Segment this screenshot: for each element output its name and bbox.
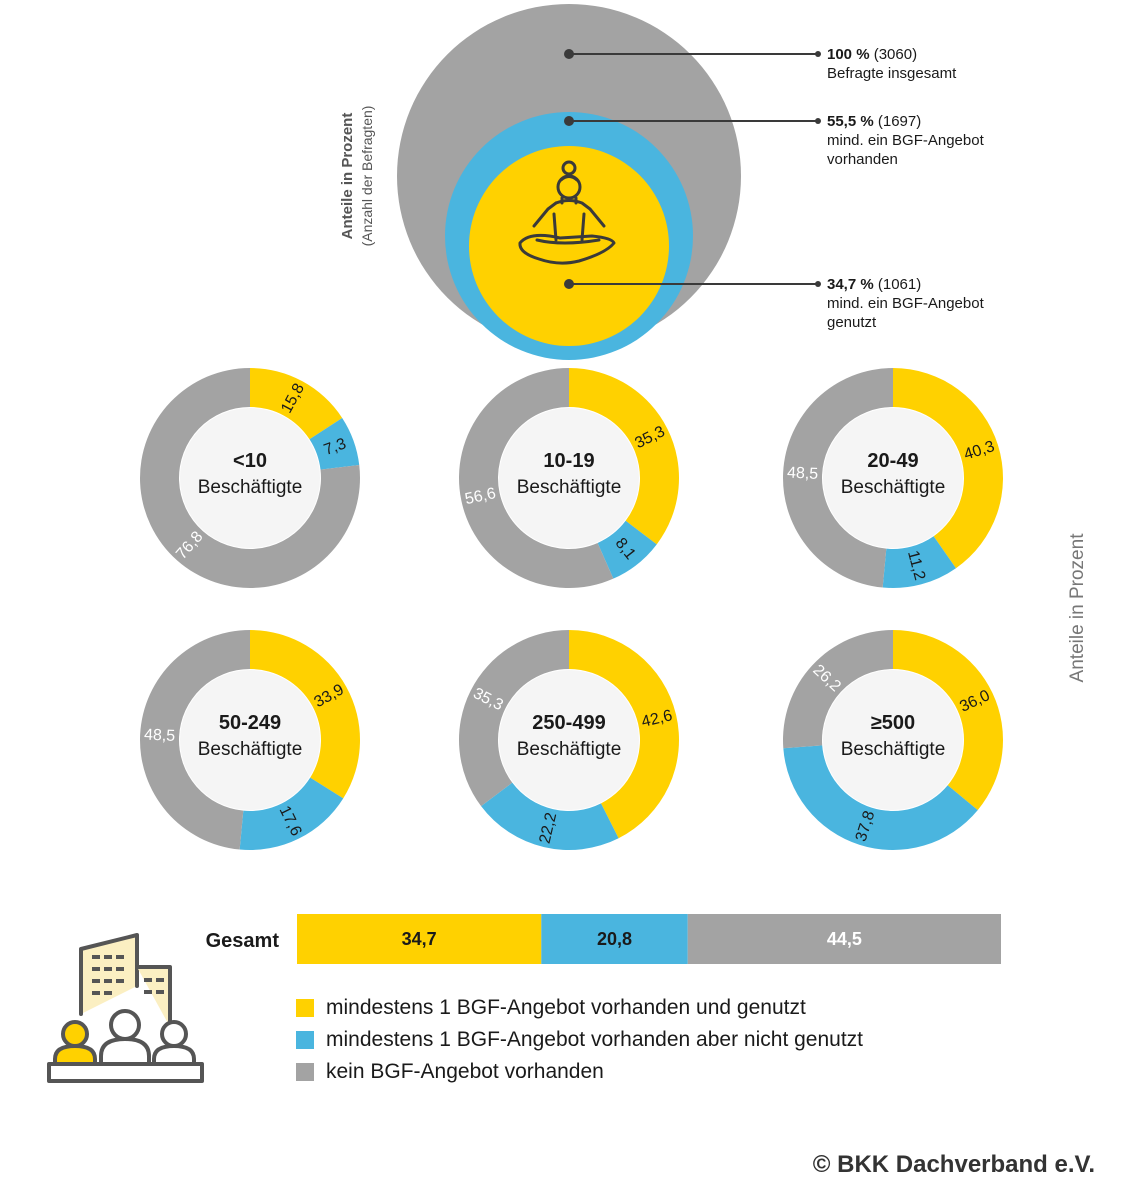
- donut-segment: [481, 782, 619, 850]
- bubble-label-total: 100 % (3060): [827, 46, 917, 63]
- total-bar-label: Gesamt: [206, 930, 280, 952]
- donut-segment: [309, 417, 360, 470]
- bubble-desc-available-1: mind. ein BGF-Angebot: [827, 132, 985, 149]
- donut-center: [823, 408, 963, 548]
- donut-segment: [139, 368, 360, 588]
- donut-segment: [597, 520, 657, 579]
- total-bar-segment: [687, 914, 1001, 964]
- donut-segment: [139, 630, 250, 850]
- legend-label: kein BGF-Angebot vorhanden: [326, 1060, 604, 1083]
- legend-swatch-yellow: [296, 999, 314, 1017]
- bubble-axis-title: Anteile in Prozent: [339, 113, 356, 240]
- donut-segment: [458, 367, 614, 588]
- donut-segment: [239, 777, 344, 850]
- meditation-person-icon: [518, 160, 616, 265]
- donut-subtitle: Beschäftigte: [841, 477, 946, 498]
- bubble-used: [469, 146, 669, 346]
- side-axis-label: Anteile in Prozent: [1067, 533, 1088, 683]
- bubble-pointers: [564, 49, 821, 289]
- legend-item-none: kein BGF-Angebot vorhanden: [296, 1056, 863, 1088]
- donut-center: [823, 670, 963, 810]
- donut-value-label: 7,3: [322, 435, 349, 459]
- legend: mindestens 1 BGF-Angebot vorhanden und g…: [296, 992, 863, 1088]
- total-bar-segment: [541, 914, 688, 964]
- donut-center: [499, 670, 639, 810]
- donut-segment: [569, 630, 679, 839]
- donut-subtitle: Beschäftigte: [517, 739, 622, 760]
- donut-subtitle: Beschäftigte: [517, 477, 622, 498]
- legend-item-used: mindestens 1 BGF-Angebot vorhanden und g…: [296, 992, 863, 1024]
- total-bar: 34,7 20,8 44,5: [297, 914, 1001, 964]
- donut-value-label: 42,6: [640, 707, 674, 731]
- bubble-desc-used-2: genutzt: [827, 314, 877, 331]
- donut-value-label: 48,5: [144, 727, 176, 745]
- total-bar-value: 34,7: [402, 929, 437, 949]
- legend-label: mindestens 1 BGF-Angebot vorhanden aber …: [326, 1028, 863, 1051]
- donut-segment: [893, 629, 1003, 811]
- donut-center: [180, 408, 320, 548]
- total-bar-value: 44,5: [827, 929, 862, 949]
- company-people-icon: [47, 933, 204, 1083]
- donut-title: 50-249: [219, 712, 281, 734]
- bubble-chart: 100 % (3060) Befragte insgesamt 55,5 % (…: [339, 4, 985, 360]
- donut-segment: [459, 630, 569, 807]
- donut-title: 250-499: [532, 712, 605, 734]
- donut-segment: [250, 630, 360, 799]
- bubble-desc-total: Befragte insgesamt: [827, 65, 957, 82]
- donut-value-label: 48,5: [787, 465, 819, 483]
- donut-segment: [782, 367, 893, 588]
- bubble-label-available: 55,5 % (1697): [827, 113, 921, 130]
- donut-title: 10-19: [543, 450, 594, 472]
- legend-item-available: mindestens 1 BGF-Angebot vorhanden aber …: [296, 1024, 863, 1056]
- bubble-label-used: 34,7 % (1061): [827, 276, 921, 293]
- donut-segment: [569, 367, 679, 545]
- donut-segment: [893, 368, 1003, 569]
- total-bar-chart: Gesamt 34,7 20,8 44,5: [206, 914, 1001, 964]
- total-bar-value: 20,8: [597, 929, 632, 949]
- donut-grid: 15,87,376,8<10Beschäftigte35,38,156,610-…: [139, 367, 1003, 850]
- bubble-axis-subtitle: (Anzahl der Befragten): [359, 106, 375, 247]
- donut-segment: [250, 367, 343, 440]
- donut-title: 20-49: [867, 450, 918, 472]
- bubble-desc-available-2: vorhanden: [827, 151, 898, 168]
- donut-center: [499, 408, 639, 548]
- legend-label: mindestens 1 BGF-Angebot vorhanden und g…: [326, 996, 806, 1019]
- donut-subtitle: Beschäftigte: [198, 477, 303, 498]
- legend-swatch-blue: [296, 1031, 314, 1049]
- donut-segment: [783, 745, 978, 850]
- donut-segment: [783, 630, 893, 749]
- copyright: © BKK Dachverband e.V.: [812, 1151, 1095, 1178]
- donut-subtitle: Beschäftigte: [198, 739, 303, 760]
- donut-value-label: 56,6: [463, 485, 497, 508]
- total-bar-segment: [297, 914, 542, 964]
- donut-subtitle: Beschäftigte: [841, 739, 946, 760]
- donut-value-label: 22,2: [537, 811, 561, 845]
- legend-swatch-gray: [296, 1063, 314, 1081]
- donut-center: [180, 670, 320, 810]
- donut-segment: [882, 536, 956, 589]
- bubble-desc-used-1: mind. ein BGF-Angebot: [827, 295, 985, 312]
- donut-title: ≥500: [871, 712, 915, 734]
- donut-title: <10: [233, 450, 267, 472]
